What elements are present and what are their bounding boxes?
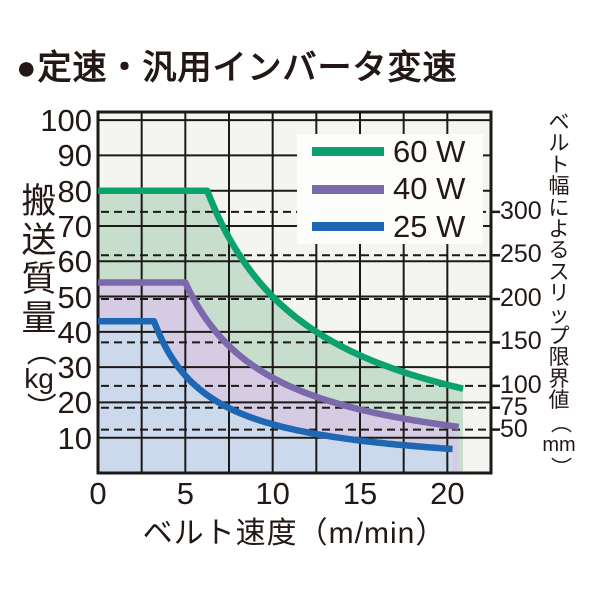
x-axis-tick-label: 10 [255,476,290,511]
x-axis-tick-label: 15 [342,476,378,511]
y-axis-right-title: ベルト幅によるスリップ限界値（mm） [540,112,578,478]
y-axis-right-tick-label: 50 [500,414,528,443]
y-axis-left-tick-label: 10 [57,420,92,456]
legend-item-60w: 60 W [297,134,483,169]
axis-title-character: 界 [548,367,570,391]
axis-title-character: 量 [21,299,57,338]
y-axis-left-tick-label: 80 [57,173,92,209]
axis-title-character: る [548,239,570,263]
legend-item-40w: 40 W [297,171,483,207]
axis-title-character: mm [542,433,576,456]
x-axis-tick-label: 20 [430,476,465,511]
y-axis-right-tick-label: 100 [500,370,542,399]
y-axis-right-tick-label: 75 [500,392,528,421]
axis-title-character: ス [548,260,570,284]
axis-title-character: 幅 [548,175,570,199]
axis-title-character: ル [548,132,570,156]
series-40w-line [98,279,462,431]
y-axis-left-tick-label: 20 [57,385,92,421]
plot-border [96,110,493,475]
y-axis-right-tick-label: 250 [500,240,542,269]
y-axis-right-tick-label: 300 [500,196,542,225]
x-axis-title: ベルト速度（m/min） [142,517,447,550]
axis-title-character: （ [548,412,571,434]
axis-title-character: 送 [21,221,57,260]
legend-swatch-60w [312,147,384,156]
y-axis-right-tick-label: 200 [500,284,542,313]
y-axis-left-tick-label: 60 [57,244,92,280]
y-axis-left-tick-label: 90 [57,138,92,174]
legend-item-25w: 25 W [297,209,483,244]
axis-title-character: に [548,196,570,220]
axis-title-character: 限 [548,346,570,370]
y-axis-left-tick-label: 50 [57,279,92,315]
axis-title-character: 搬 [21,182,57,221]
series-25w-area [98,321,453,473]
axis-title-character: よ [548,218,570,242]
legend-swatch-25w [312,222,384,231]
y-axis-left-tick-label: 40 [57,314,92,350]
axis-title-character: ベ [548,111,570,134]
legend-swatch-40w [312,184,384,194]
y-axis-left-tick-label: 70 [57,208,92,244]
legend-label-60w: 60 W [393,133,466,169]
series-60w-line [98,187,466,392]
y-axis-left-title: 搬送質量（kg） [14,182,64,422]
axis-title-character: リ [548,282,570,306]
x-axis-tick-label: 5 [176,476,194,511]
y-axis-right-tick-label: 150 [500,327,542,356]
axis-title-character: プ [548,325,570,349]
axis-title-character: 値 [548,389,570,413]
legend-label-25w: 25 W [393,208,466,244]
y-axis-left-tick-label: 100 [40,103,92,139]
x-axis-tick-label: 0 [89,476,107,511]
axis-title-character: ） [548,456,571,478]
axis-title-character: ッ [548,303,570,327]
axis-title-character: ト [548,153,570,177]
legend-label-40w: 40 W [393,171,466,206]
axis-title-character: kg [24,363,54,394]
series-25w-line [98,318,455,453]
axis-title-character: 質 [21,260,57,299]
y-axis-left-tick-label: 30 [57,350,92,386]
legend: 60 W 40 W 25 W [297,134,483,244]
page-title: ●定速・汎用インバータ変速 [16,49,458,87]
